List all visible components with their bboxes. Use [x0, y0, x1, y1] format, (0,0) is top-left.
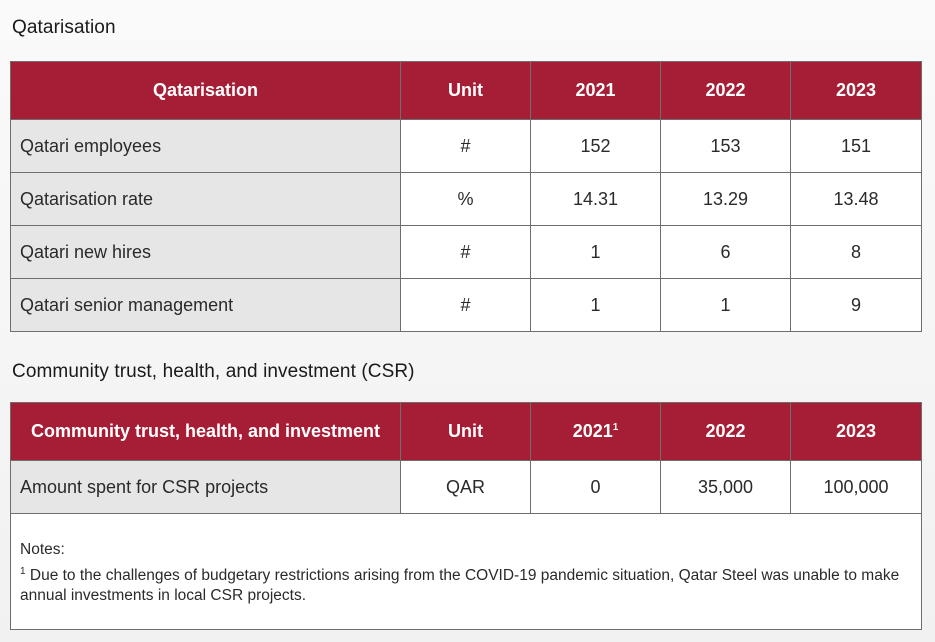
table-row: Qatari senior management # 1 1 9	[10, 278, 922, 332]
value-2023: 8	[790, 225, 922, 279]
footnote-marker: 1	[612, 422, 619, 433]
table-header-row: Community trust, health, and investment …	[10, 402, 922, 461]
value-2022: 1	[660, 278, 791, 332]
value-2022: 13.29	[660, 172, 791, 226]
value-2021: 1	[530, 225, 661, 279]
value-2022: 35,000	[660, 460, 791, 514]
table-row: Qatari employees # 152 153 151	[10, 119, 922, 173]
row-label: Qatari senior management	[10, 278, 401, 332]
unit-cell: QAR	[400, 460, 531, 514]
value-2021: 1	[530, 278, 661, 332]
csr-table: Community trust, health, and investment …	[10, 402, 922, 630]
notes-title: Notes:	[20, 541, 65, 558]
value-2021: 0	[530, 460, 661, 514]
table-row: Amount spent for CSR projects QAR 0 35,0…	[10, 460, 922, 514]
column-header-unit: Unit	[400, 402, 531, 461]
year-label: 2021	[572, 421, 613, 441]
row-label: Amount spent for CSR projects	[10, 460, 401, 514]
column-header-2022: 2022	[660, 61, 791, 120]
value-2021: 14.31	[530, 172, 661, 226]
column-header-unit: Unit	[400, 61, 531, 120]
column-header-2022: 2022	[660, 402, 791, 461]
note-body: Due to the challenges of budgetary restr…	[20, 567, 900, 604]
row-label: Qatari employees	[10, 119, 401, 173]
value-2023: 151	[790, 119, 922, 173]
column-header-2021: 2021	[530, 61, 661, 120]
unit-cell: #	[400, 278, 531, 332]
note-marker: 1	[20, 565, 26, 577]
value-2021: 152	[530, 119, 661, 173]
table-header-row: Qatarisation Unit 2021 2022 2023	[10, 61, 922, 120]
column-header-metric: Community trust, health, and investment	[10, 402, 401, 461]
value-2023: 13.48	[790, 172, 922, 226]
notes-text: 1 Due to the challenges of budgetary res…	[20, 566, 913, 606]
table-row: Qatari new hires # 1 6 8	[10, 225, 922, 279]
unit-cell: #	[400, 119, 531, 173]
row-label: Qatari new hires	[10, 225, 401, 279]
unit-cell: #	[400, 225, 531, 279]
notes-cell: Notes: 1 Due to the challenges of budget…	[10, 513, 922, 630]
value-2022: 153	[660, 119, 791, 173]
table-row: Qatarisation rate % 14.31 13.29 13.48	[10, 172, 922, 226]
row-label: Qatarisation rate	[10, 172, 401, 226]
csr-section-title: Community trust, health, and investment …	[12, 361, 415, 382]
column-header-2023: 2023	[790, 61, 922, 120]
column-header-2021: 20211	[530, 402, 661, 461]
notes-row: Notes: 1 Due to the challenges of budget…	[10, 513, 922, 630]
unit-cell: %	[400, 172, 531, 226]
qatarisation-table: Qatarisation Unit 2021 2022 2023 Qatari …	[10, 61, 922, 332]
column-header-metric: Qatarisation	[10, 61, 401, 120]
column-header-2023: 2023	[790, 402, 922, 461]
value-2022: 6	[660, 225, 791, 279]
value-2023: 100,000	[790, 460, 922, 514]
value-2023: 9	[790, 278, 922, 332]
qatarisation-section-title: Qatarisation	[12, 17, 116, 38]
